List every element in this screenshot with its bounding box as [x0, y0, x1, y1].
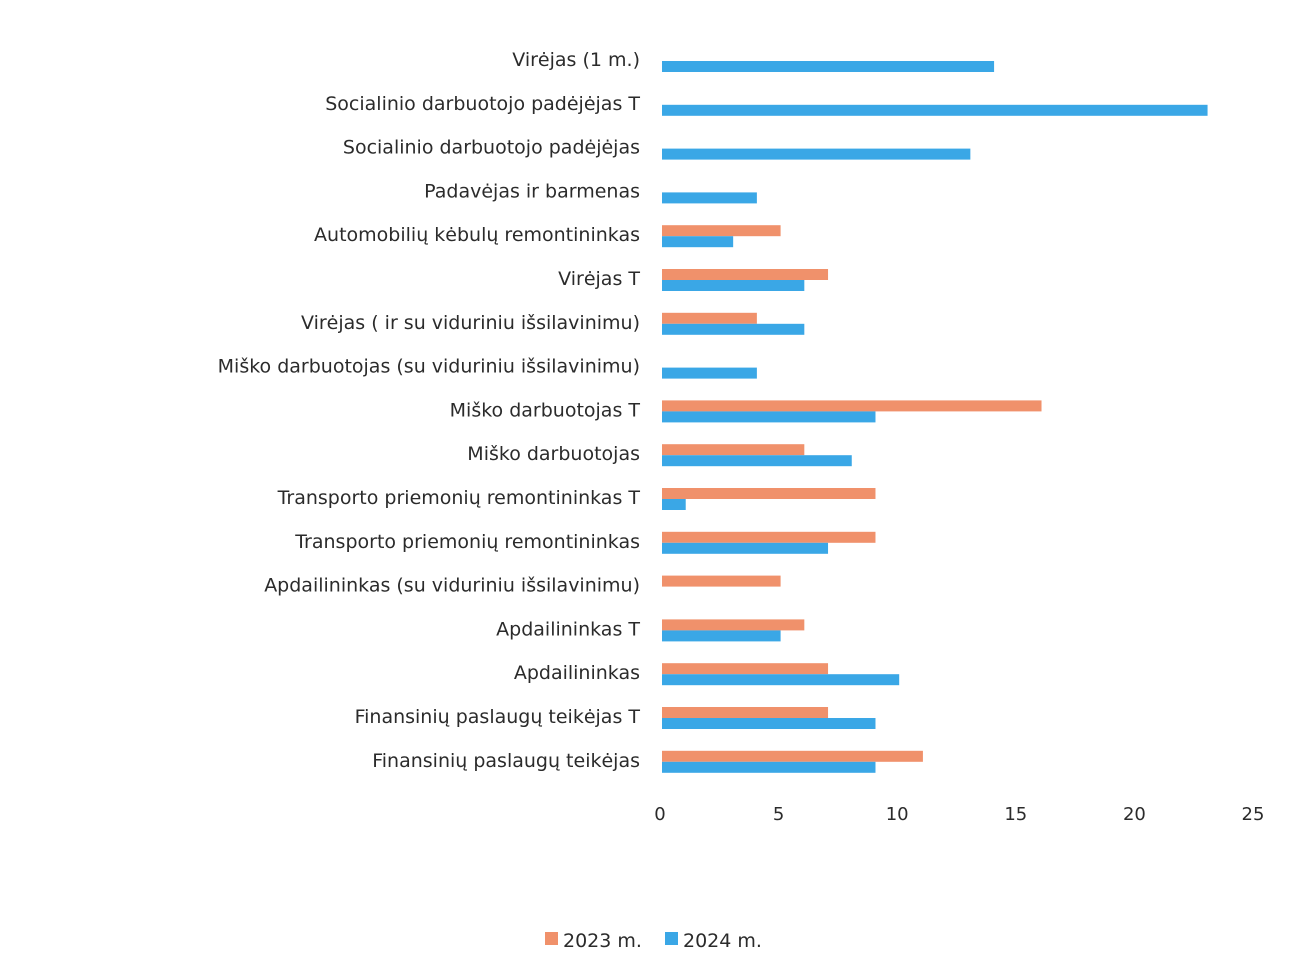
legend-label: 2023 m. [563, 930, 642, 952]
bar-series-2023 [662, 663, 829, 675]
category-label: Transporto priemonių remontininkas [294, 531, 640, 553]
category-labels: Virėjas (1 m.) Socialinio darbuotojo padė… [218, 49, 641, 772]
bar-series-2023 [662, 531, 876, 543]
bar-series-2023 [662, 575, 781, 587]
bar-series-2024 [662, 718, 876, 729]
bar-series-2024 [662, 542, 829, 554]
category-label: Socialinio darbuotojo padėjėjas T [325, 93, 640, 115]
bar-series-2023 [662, 444, 805, 456]
legend-swatch [545, 932, 558, 945]
bar-series-2024 [662, 104, 1208, 116]
x-tick-label: 20 [1123, 804, 1146, 825]
category-label: Miško darbuotojas T [450, 399, 641, 421]
bar-series-2023 [662, 400, 1042, 412]
bar-series-2024 [662, 761, 876, 773]
bar-series-2024 [662, 61, 995, 72]
category-label: Apdailininkas [514, 662, 640, 684]
bar-series-2024 [662, 411, 876, 423]
x-tick-label: 15 [1004, 804, 1027, 825]
category-label: Virėjas ( ir su viduriniu išsilavinimu) [301, 312, 640, 334]
bar-series-2023 [662, 750, 923, 762]
bar-series-2024 [662, 674, 900, 686]
category-label: Automobilių kėbulų remontininkas [314, 224, 640, 246]
x-tick-label: 0 [654, 804, 665, 825]
bar-series-2023 [662, 619, 805, 631]
category-label: Socialinio darbuotojo padėjėjas [343, 137, 640, 159]
bar-series-2024 [662, 455, 852, 467]
x-tick-label: 5 [773, 804, 784, 825]
bar-series-2024 [662, 323, 805, 335]
category-label: Apdailininkas (su viduriniu išsilavinimu… [264, 575, 640, 597]
x-tick-label: 25 [1242, 804, 1265, 825]
bar-series-2024 [662, 148, 971, 160]
category-label: Apdailininkas T [496, 618, 640, 640]
x-axis-ticks: 0 5 10 15 20 25 [654, 804, 1264, 825]
bar-series-2023 [662, 269, 829, 280]
bar-series-2023 [662, 488, 876, 499]
bar-series-2024 [662, 499, 686, 510]
bar-series-2024 [662, 367, 757, 379]
category-label: Finansinių paslaugų teikėjas T [355, 706, 641, 728]
category-label: Finansinių paslaugų teikėjas [372, 750, 640, 772]
legend-swatch [665, 932, 678, 945]
bar-series-2024 [662, 192, 757, 204]
legend: 2023 m. 2024 m. [545, 930, 762, 952]
bars-layer [662, 61, 1208, 773]
bar-series-2024 [662, 630, 781, 642]
category-label: Virėjas T [558, 268, 640, 290]
category-label: Padavėjas ir barmenas [424, 180, 640, 202]
category-label: Miško darbuotojas (su viduriniu išsilavi… [218, 356, 640, 378]
category-label: Miško darbuotojas [467, 443, 640, 465]
bar-series-2023 [662, 312, 757, 324]
category-label: Transporto priemonių remontininkas T [277, 487, 641, 509]
bar-series-2024 [662, 280, 805, 291]
bar-series-2024 [662, 236, 734, 248]
bar-series-2023 [662, 225, 781, 237]
category-label: Virėjas (1 m.) [512, 49, 640, 71]
legend-label: 2024 m. [683, 930, 762, 952]
bar-series-2023 [662, 707, 829, 718]
x-tick-label: 10 [886, 804, 909, 825]
